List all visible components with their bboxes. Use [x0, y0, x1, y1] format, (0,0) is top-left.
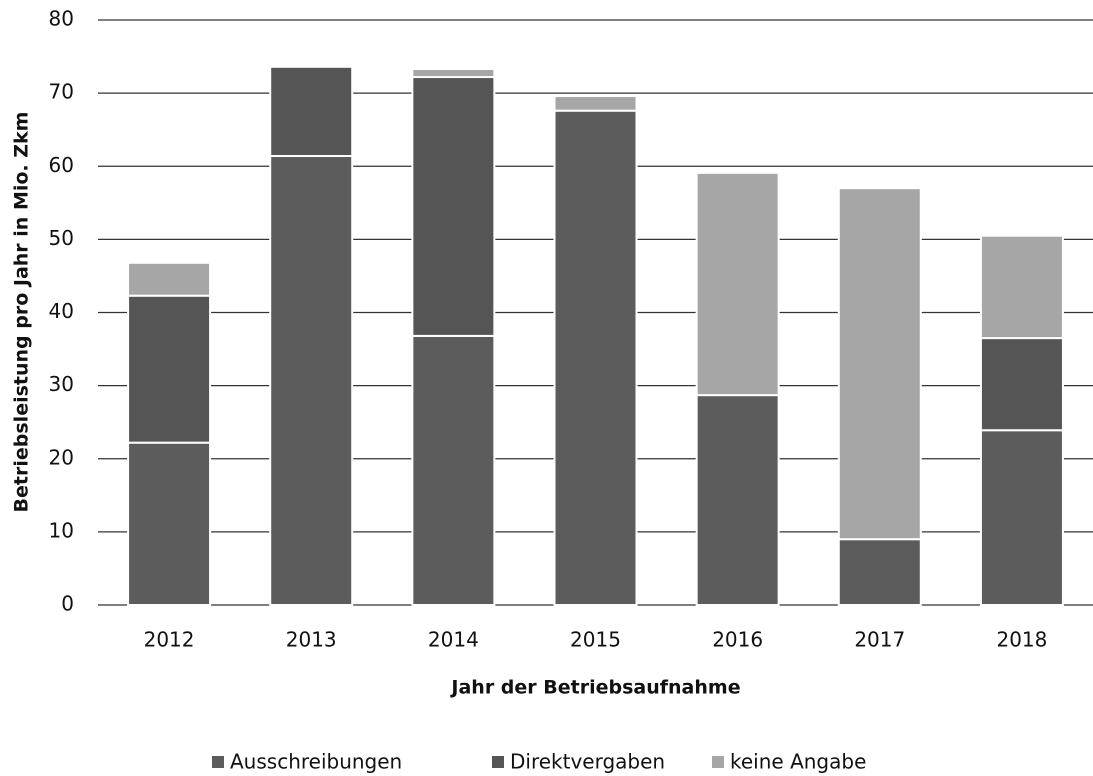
bar-segment [979, 429, 1064, 607]
x-axis-title: Jahr der Betriebsaufnahme [449, 677, 740, 699]
bar-segment [411, 67, 496, 79]
x-tick-label: 2013 [286, 628, 337, 652]
bar-segment [553, 95, 638, 112]
bar-segment [411, 76, 496, 337]
bar-segment [695, 394, 780, 606]
legend-swatch [712, 756, 724, 768]
y-tick-label: 20 [49, 445, 74, 469]
y-axis-title: Betriebsleistung pro Jahr in Mio. Zkm [11, 112, 33, 513]
bar-segment [269, 65, 354, 158]
bar-segment [127, 294, 212, 444]
bar-segment [127, 261, 212, 297]
x-tick-label: 2012 [144, 628, 195, 652]
y-tick-label: 30 [49, 372, 74, 396]
bar-segment [837, 187, 922, 541]
x-tick-label: 2014 [428, 628, 479, 652]
bar-segment [695, 171, 780, 397]
x-tick-label: 2015 [570, 628, 621, 652]
legend-label: keine Angabe [730, 750, 866, 774]
bar-segment [269, 155, 354, 606]
x-tick-label: 2017 [854, 628, 905, 652]
y-tick-label: 80 [49, 7, 74, 31]
legend-label: Direktvergaben [510, 750, 665, 774]
x-tick-label: 2018 [996, 628, 1047, 652]
legend-label: Ausschreibungen [230, 750, 402, 774]
bar-segment [979, 337, 1064, 432]
bar-segment [979, 234, 1064, 340]
y-tick-label: 60 [49, 153, 74, 177]
y-tick-label: 50 [49, 226, 74, 250]
legend-swatch [212, 756, 224, 768]
bar-segment [127, 441, 212, 606]
bar-segment [553, 109, 638, 607]
x-tick-label: 2016 [712, 628, 763, 652]
y-tick-label: 70 [49, 80, 74, 104]
y-tick-label: 0 [61, 592, 74, 616]
y-tick-label: 10 [49, 518, 74, 542]
bar-segment [411, 334, 496, 606]
legend-swatch [492, 756, 504, 768]
y-tick-label: 40 [49, 299, 74, 323]
bar-segment [837, 538, 922, 606]
